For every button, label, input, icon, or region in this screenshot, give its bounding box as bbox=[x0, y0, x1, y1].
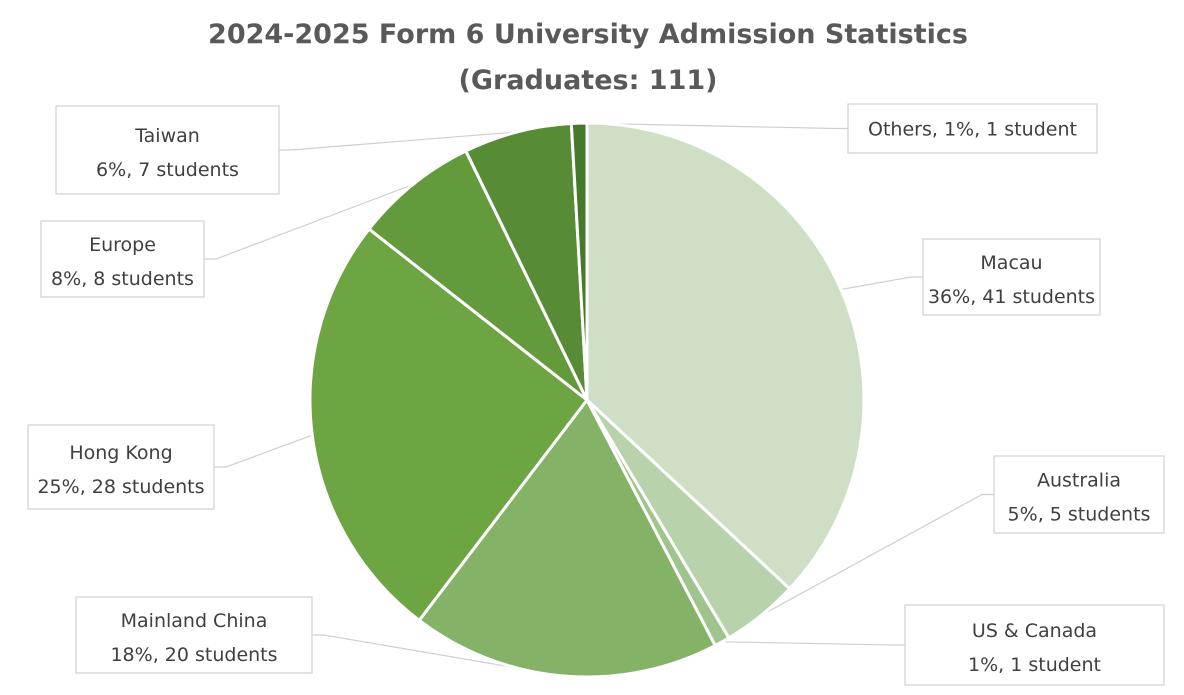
pie-slice-europe bbox=[366, 148, 589, 402]
leader-line-taiwan bbox=[279, 131, 518, 151]
data-label-others: Others, 1%, 1 student bbox=[868, 119, 1077, 141]
data-label-name-us-canada: US & Canada bbox=[972, 620, 1097, 642]
label-box-macau bbox=[922, 238, 1101, 316]
label-box-mainland-china bbox=[75, 596, 313, 674]
chart-title: 2024-2025 Form 6 University Admission St… bbox=[208, 19, 968, 50]
pie-slice-mainland-china bbox=[417, 397, 718, 679]
data-label-value-mainland-china: 18%, 20 students bbox=[110, 644, 277, 666]
data-label-name-hong-kong: Hong Kong bbox=[69, 442, 172, 464]
data-label-value-australia: 5%, 5 students bbox=[1008, 504, 1151, 526]
leader-line-macau bbox=[840, 276, 923, 291]
leader-line-hong-kong bbox=[214, 434, 313, 468]
data-labels: Macau 36%, 41 students Australia 5%, 5 stud… bbox=[27, 103, 1165, 686]
data-label-name-australia: Australia bbox=[1037, 470, 1121, 492]
data-label-value-us-canada: 1%, 1 student bbox=[968, 654, 1101, 676]
label-box-others bbox=[847, 103, 1098, 154]
leader-line-australia bbox=[760, 493, 994, 617]
label-box-taiwan bbox=[55, 105, 280, 195]
pie-slice-hong-kong bbox=[308, 226, 590, 623]
leader-line-us-canada bbox=[722, 641, 905, 646]
label-box-europe bbox=[40, 220, 205, 298]
pie-slice-macau bbox=[585, 121, 866, 591]
data-label-name-macau: Macau bbox=[980, 252, 1042, 274]
data-label-name-mainland-china: Mainland China bbox=[121, 610, 268, 632]
pie-slices bbox=[308, 121, 866, 679]
label-box-us-canada bbox=[904, 604, 1165, 686]
data-label-name-taiwan: Taiwan bbox=[134, 125, 200, 147]
data-label-value-taiwan: 6%, 7 students bbox=[96, 159, 239, 181]
data-label-value-hong-kong: 25%, 28 students bbox=[37, 476, 204, 498]
leader-lines bbox=[204, 122, 994, 677]
label-box-australia bbox=[993, 455, 1165, 534]
leader-line-mainland-china bbox=[312, 634, 564, 677]
leader-line-others bbox=[579, 122, 848, 130]
data-label-value-macau: 36%, 41 students bbox=[928, 286, 1095, 308]
label-box-hong-kong bbox=[27, 424, 215, 510]
data-label-name-europe: Europe bbox=[89, 234, 156, 256]
pie-slice-others bbox=[569, 121, 589, 401]
chart-subtitle: (Graduates: 111) bbox=[459, 65, 718, 96]
leader-line-europe bbox=[204, 183, 414, 260]
data-label-value-europe: 8%, 8 students bbox=[51, 268, 194, 290]
